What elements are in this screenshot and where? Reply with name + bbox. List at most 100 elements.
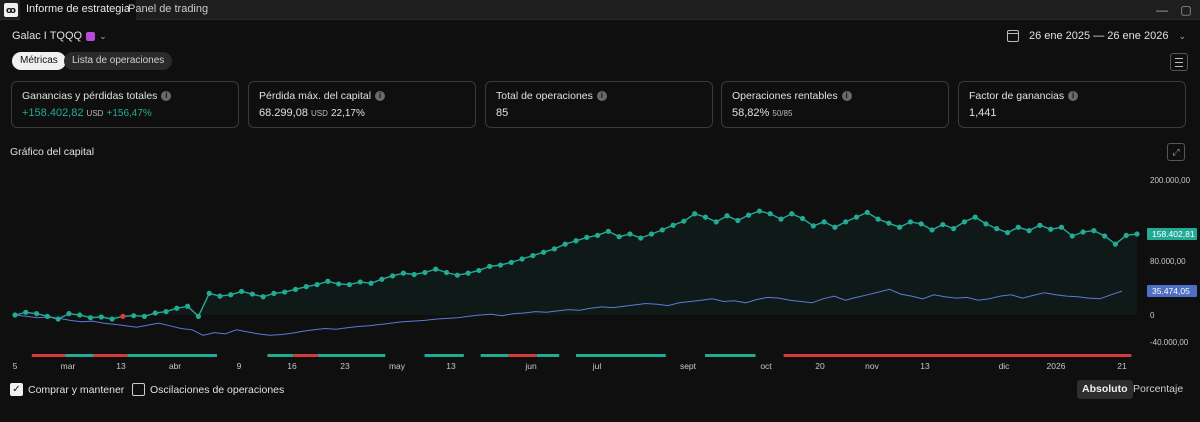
equity-point xyxy=(1058,224,1065,230)
absolute-toggle[interactable]: Absoluto xyxy=(1077,380,1133,399)
tab-metrics[interactable]: Métricas xyxy=(12,52,66,70)
equity-point xyxy=(292,286,299,292)
restore-icon[interactable]: ▢ xyxy=(1180,3,1192,17)
y-tick-label: 0 xyxy=(1150,311,1155,320)
buy-hold-checkbox[interactable]: ✓ xyxy=(10,383,23,396)
card-value: 68.299,08 xyxy=(259,107,308,119)
equity-point xyxy=(929,227,935,233)
x-tick-label: abr xyxy=(169,361,181,371)
equity-point xyxy=(627,231,633,237)
x-tick-label: 2026 xyxy=(1047,361,1066,371)
trade-period-bar xyxy=(65,354,94,357)
info-icon[interactable]: i xyxy=(375,91,386,101)
trade-period-bar xyxy=(536,354,560,357)
equity-point xyxy=(163,309,169,315)
calendar-badge-icon xyxy=(86,31,96,41)
chart-title: Gráfico del capital xyxy=(10,146,95,158)
x-tick-label: 13 xyxy=(920,361,930,371)
equity-point xyxy=(249,291,255,297)
equity-point xyxy=(886,220,892,226)
equity-point xyxy=(206,290,212,296)
equity-point xyxy=(379,276,385,282)
trade-period-bar xyxy=(424,354,464,357)
equity-point xyxy=(681,218,687,224)
equity-point xyxy=(87,315,94,321)
equity-point xyxy=(940,221,946,228)
buy-hold-line xyxy=(14,288,1123,336)
equity-point xyxy=(303,284,309,290)
equity-point xyxy=(1015,224,1021,230)
equity-point xyxy=(1004,230,1011,236)
expand-icon[interactable]: ⤢ xyxy=(1167,143,1185,161)
equity-point xyxy=(487,263,493,269)
card-extra: +156,47% xyxy=(106,108,152,119)
equity-point xyxy=(584,234,590,240)
x-tick-label: dic xyxy=(999,361,1011,371)
card-total-pnl: Ganancias y pérdidas totales i +158.402,8… xyxy=(11,81,239,128)
equity-point xyxy=(541,249,547,255)
equity-point xyxy=(314,282,320,288)
x-tick-label: 23 xyxy=(340,361,350,371)
equity-point xyxy=(77,312,83,318)
card-total-trades: Total de operaciones i 85 xyxy=(485,81,713,128)
y-tick-label: -40.000,00 xyxy=(1150,338,1189,347)
card-value: 1,441 xyxy=(969,107,997,119)
app-logo-icon: ꝏ xyxy=(4,3,18,17)
equity-point xyxy=(508,259,514,265)
equity-point xyxy=(185,303,191,309)
equity-point xyxy=(616,234,622,240)
info-icon[interactable]: i xyxy=(161,91,172,101)
equity-point xyxy=(573,238,579,244)
equity-point xyxy=(497,262,504,268)
card-title: Total de operaciones xyxy=(496,90,593,102)
equity-point xyxy=(551,246,558,252)
buy-hold-last-value-label: 35.474,05 xyxy=(1152,286,1190,296)
card-profit-factor: Factor de ganancias i 1,441 xyxy=(958,81,1186,128)
x-tick-label: oct xyxy=(760,361,772,371)
y-tick-label: 200.000,00 xyxy=(1150,176,1191,185)
info-icon[interactable]: i xyxy=(596,91,607,101)
equity-point xyxy=(853,214,860,220)
card-extra: 22,17% xyxy=(330,108,365,119)
equity-chart[interactable]: 200.000,00120.000,0080.000,000-40.000,00… xyxy=(0,160,1200,375)
equity-point xyxy=(746,212,752,218)
equity-point xyxy=(961,219,967,225)
equity-point xyxy=(1026,228,1032,234)
trade-runup-checkbox[interactable] xyxy=(132,383,145,396)
equity-point xyxy=(530,253,536,259)
info-icon[interactable]: i xyxy=(841,91,852,101)
equity-point xyxy=(411,271,417,278)
equity-point xyxy=(152,310,158,316)
equity-point xyxy=(12,312,18,318)
trade-period-bar xyxy=(705,354,756,357)
equity-point xyxy=(594,232,601,238)
x-tick-label: 13 xyxy=(116,361,126,371)
menu-icon[interactable] xyxy=(1170,53,1188,71)
equity-point xyxy=(843,219,849,225)
equity-point xyxy=(1091,228,1097,234)
date-range-label: 26 ene 2025 — 26 ene 2026 xyxy=(1028,30,1169,42)
equity-point xyxy=(832,224,838,230)
strategy-selector[interactable]: Galac I TQQQ ⌄ xyxy=(12,30,107,42)
chevron-down-icon: ⌄ xyxy=(1178,30,1186,41)
equity-point xyxy=(325,278,331,284)
tab-trade-list[interactable]: Lista de operaciones xyxy=(64,52,173,70)
card-title: Ganancias y pérdidas totales xyxy=(22,90,158,102)
equity-point xyxy=(476,267,482,274)
info-icon[interactable]: i xyxy=(1068,91,1079,101)
equity-point xyxy=(1102,233,1108,239)
tab-trading-panel[interactable]: Panel de trading xyxy=(128,3,209,15)
equity-point xyxy=(972,214,978,220)
equity-point xyxy=(109,316,115,322)
equity-last-value-label: 158.402,81 xyxy=(1152,229,1195,239)
equity-point xyxy=(713,219,719,225)
trade-period-bar xyxy=(480,354,509,357)
x-tick-label: mar xyxy=(61,361,76,371)
percentage-toggle[interactable]: Porcentaje xyxy=(1133,383,1184,395)
equity-point xyxy=(131,313,137,319)
minimize-icon[interactable]: — xyxy=(1156,3,1168,17)
date-range-picker[interactable]: 26 ene 2025 — 26 ene 2026 ⌄ xyxy=(1006,30,1186,42)
equity-point xyxy=(217,293,223,299)
tab-strategy-report[interactable]: Informe de estrategia xyxy=(20,0,136,20)
chevron-down-icon: ⌄ xyxy=(99,30,107,41)
